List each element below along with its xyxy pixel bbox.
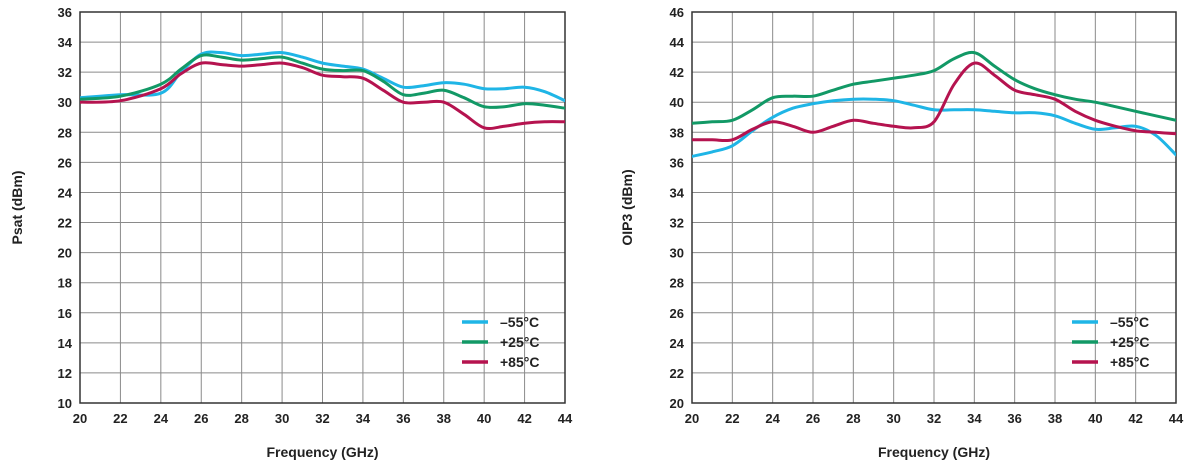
y-tick-label: 32 (670, 216, 684, 231)
x-tick-label: 36 (396, 411, 410, 426)
series-line-p85 (692, 61, 1176, 143)
x-tick-label: 26 (806, 411, 820, 426)
psat-chart: 20 22 24 26 28 30 32 34 36 38 40 42 44 10 12 14 16 18 20 22… (9, 5, 573, 460)
y-tick-label: 24 (670, 336, 685, 351)
x-tick-label: 32 (927, 411, 941, 426)
plot-frame (691, 11, 1177, 404)
y-tick-label: 30 (670, 246, 684, 261)
x-tick-label: 28 (234, 411, 248, 426)
legend-label: +25°C (1110, 334, 1149, 350)
x-tick-label: 32 (315, 411, 329, 426)
series-line-p25 (692, 50, 1176, 125)
legend-label: +85°C (500, 354, 539, 370)
plot-frame (79, 11, 566, 404)
y-tick-label: 20 (58, 246, 72, 261)
y-tick-label: 22 (670, 366, 684, 381)
y-tick-label: 22 (58, 216, 72, 231)
x-tick-label: 20 (685, 411, 699, 426)
grid (79, 11, 566, 404)
y-tick-label: 42 (670, 65, 684, 80)
x-tick-label: 28 (846, 411, 860, 426)
legend-label: –55°C (1110, 314, 1149, 330)
x-tick-label: 44 (558, 411, 573, 426)
x-tick-label: 38 (1048, 411, 1062, 426)
y-tick-label: 20 (670, 396, 684, 411)
x-tick-label: 42 (517, 411, 531, 426)
y-tick-label: 32 (58, 65, 72, 80)
legend: –55°C +25°C +85°C (1072, 314, 1149, 370)
x-tick-label: 26 (194, 411, 208, 426)
series-line-p85 (80, 61, 565, 131)
x-tick-label: 40 (1088, 411, 1102, 426)
x-tick-label: 42 (1128, 411, 1142, 426)
x-tick-label: 38 (437, 411, 451, 426)
y-tick-label: 40 (670, 95, 684, 110)
x-tick-label: 24 (765, 411, 780, 426)
y-tick-label: 36 (58, 5, 72, 20)
y-tick-label: 10 (58, 396, 72, 411)
x-tick-label: 24 (154, 411, 169, 426)
oip3-chart: 20 22 24 26 28 30 32 34 36 38 40 42 44 20 22 24 26 28 30 32… (619, 5, 1184, 460)
legend-label: –55°C (500, 314, 539, 330)
y-axis-title: Psat (dBm) (9, 171, 25, 245)
series-line-p25 (80, 53, 565, 110)
y-tick-label: 26 (58, 155, 72, 170)
x-tick-label: 36 (1007, 411, 1021, 426)
y-tick-label: 24 (58, 185, 73, 200)
x-tick-label: 30 (275, 411, 289, 426)
y-tick-label: 38 (670, 125, 684, 140)
legend-label: +25°C (500, 334, 539, 350)
y-tick-label: 26 (670, 306, 684, 321)
y-tick-label: 12 (58, 366, 72, 381)
x-tick-label: 34 (967, 411, 982, 426)
y-tick-label: 30 (58, 95, 72, 110)
y-tick-label: 18 (58, 276, 72, 291)
y-tick-label: 34 (58, 35, 73, 50)
y-tick-label: 16 (58, 306, 72, 321)
x-tick-label: 20 (73, 411, 87, 426)
x-tick-label: 30 (886, 411, 900, 426)
x-tick-label: 22 (725, 411, 739, 426)
legend: –55°C +25°C +85°C (462, 314, 539, 370)
series-line-m55 (692, 97, 1176, 158)
x-tick-label: 44 (1169, 411, 1184, 426)
y-tick-label: 44 (670, 35, 685, 50)
legend-label: +85°C (1110, 354, 1149, 370)
x-tick-label: 40 (477, 411, 491, 426)
y-tick-label: 34 (670, 185, 685, 200)
y-axis-title: OIP3 (dBm) (619, 169, 635, 245)
x-tick-label: 22 (113, 411, 127, 426)
y-tick-label: 14 (58, 336, 73, 351)
y-tick-label: 46 (670, 5, 684, 20)
y-tick-label: 28 (58, 125, 72, 140)
y-tick-label: 28 (670, 276, 684, 291)
y-tick-label: 36 (670, 155, 684, 170)
x-axis-title: Frequency (GHz) (878, 444, 990, 460)
x-axis-title: Frequency (GHz) (266, 444, 378, 460)
x-tick-label: 34 (356, 411, 371, 426)
